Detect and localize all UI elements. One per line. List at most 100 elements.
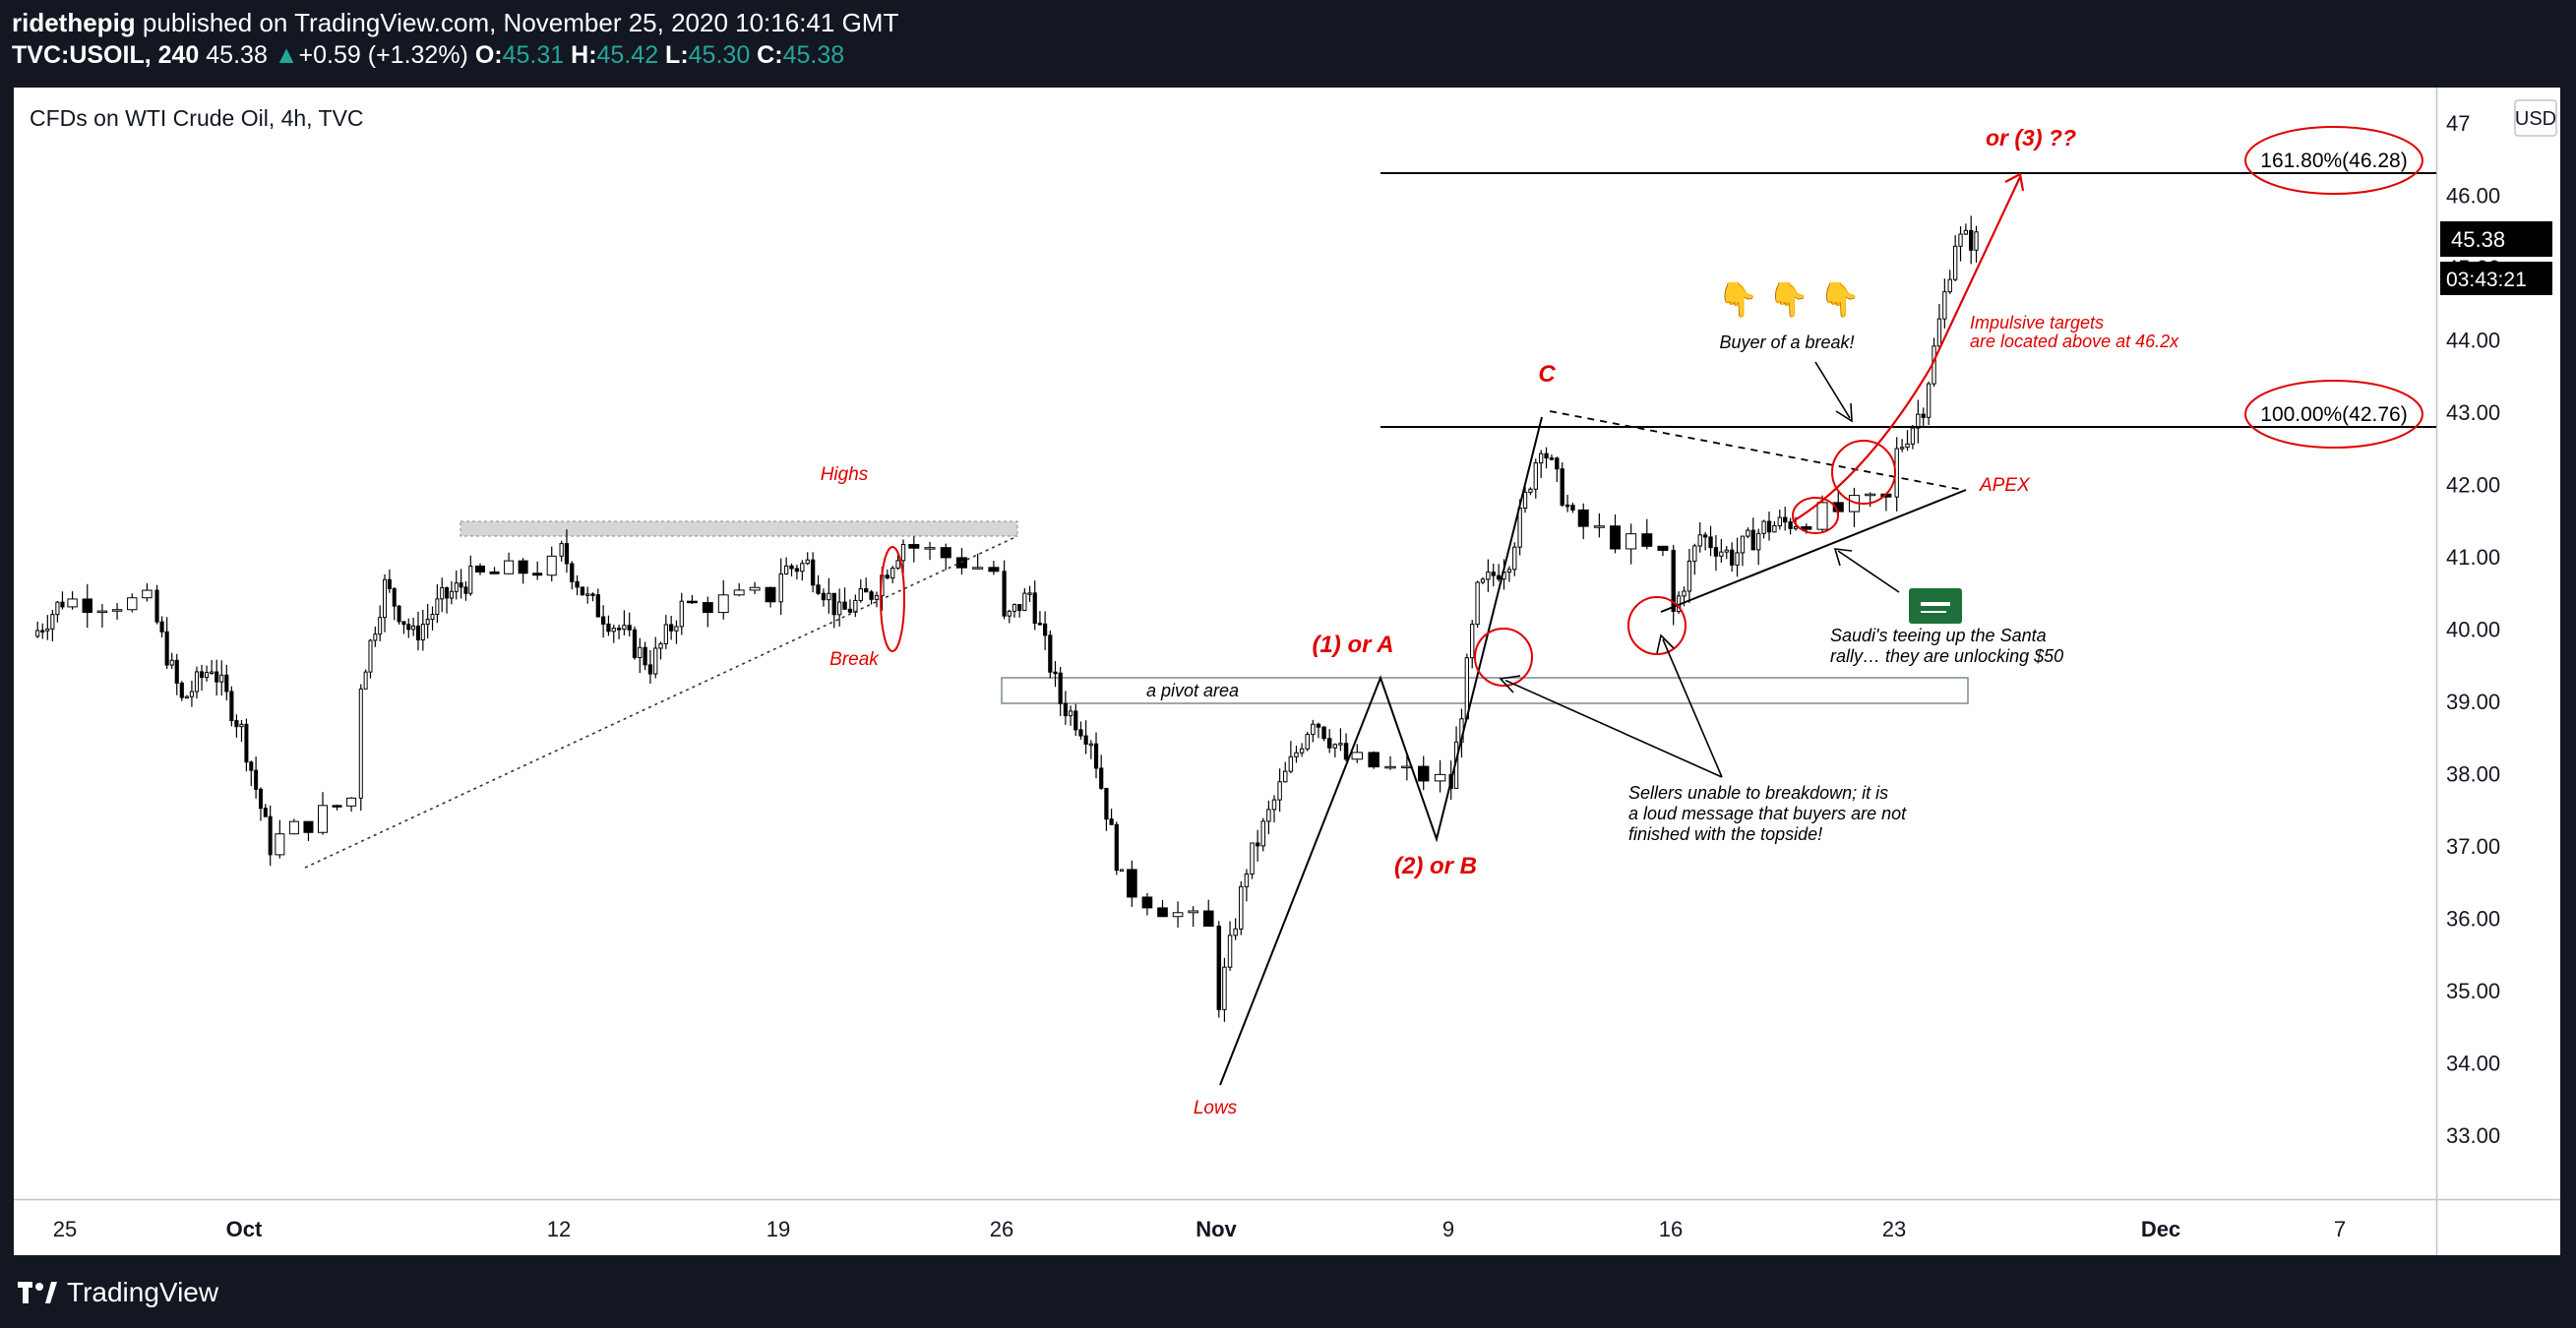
- candle: [1294, 752, 1299, 757]
- candle: [1384, 765, 1396, 769]
- candle: [570, 563, 575, 582]
- candle: [1073, 710, 1078, 731]
- candle: [45, 628, 50, 632]
- x-tick-label: Nov: [1196, 1217, 1237, 1241]
- candle: [874, 595, 880, 600]
- candle: [169, 659, 174, 666]
- fib-100-circle: [2244, 380, 2423, 449]
- candle: [1974, 231, 1979, 251]
- candle: [1713, 547, 1719, 557]
- y-tick-label: 35.00: [2446, 979, 2500, 1003]
- candle: [1032, 592, 1037, 625]
- rising-trendline-dotted[interactable]: [304, 535, 1018, 869]
- candle: [415, 625, 420, 640]
- plot-area[interactable]: [14, 88, 2436, 1199]
- candle: [679, 600, 684, 628]
- candle: [794, 568, 800, 573]
- up-arrow-icon: ▲: [274, 41, 299, 69]
- candle: [1266, 809, 1271, 822]
- candle: [632, 629, 638, 659]
- candle: [205, 672, 210, 679]
- candle: [702, 602, 713, 614]
- candle: [1657, 545, 1669, 551]
- candle: [717, 594, 729, 614]
- candle: [1114, 823, 1119, 872]
- candle: [647, 664, 653, 675]
- x-tick-label: 19: [767, 1217, 790, 1241]
- candle: [869, 591, 874, 600]
- candle: [611, 628, 616, 633]
- tradingview-logo-icon: [18, 1282, 57, 1303]
- candle: [1788, 521, 1793, 529]
- candle: [263, 808, 268, 817]
- candle: [1577, 509, 1589, 527]
- open-label: O:: [474, 41, 503, 69]
- candle: [627, 625, 632, 631]
- candle: [924, 547, 936, 550]
- triangle-lower-line[interactable]: [1660, 489, 1967, 613]
- candle: [1222, 966, 1227, 1010]
- candle: [564, 543, 570, 565]
- projection-arrow[interactable]: [1792, 176, 2021, 522]
- candle: [836, 601, 842, 616]
- highs-resistance-zone[interactable]: [460, 520, 1018, 537]
- candle: [816, 584, 821, 594]
- close-value: 45.38: [782, 41, 845, 69]
- candle: [1682, 590, 1687, 597]
- candle: [1506, 569, 1512, 573]
- candle: [1724, 549, 1729, 553]
- candle: [1761, 520, 1766, 534]
- last-price-tag-text: 45.38: [2451, 227, 2505, 252]
- candle: [249, 761, 254, 771]
- candle: [1528, 488, 1533, 493]
- low-value: 45.30: [688, 41, 751, 69]
- candle: [1027, 592, 1032, 595]
- sellers-arrow-2: [1662, 638, 1723, 778]
- wave-3-label: or (3) ??: [1986, 125, 2076, 151]
- candle: [317, 805, 329, 833]
- candle: [1963, 229, 1969, 235]
- candle: [368, 639, 373, 673]
- candle: [358, 688, 363, 799]
- candle: [1326, 738, 1332, 749]
- candle: [229, 691, 234, 722]
- candle: [674, 626, 679, 632]
- candle: [546, 555, 557, 576]
- candle: [346, 797, 357, 807]
- candle: [288, 820, 299, 835]
- candle: [643, 646, 647, 666]
- candle: [1053, 671, 1058, 675]
- candle: [244, 723, 249, 763]
- candle: [1063, 702, 1068, 717]
- candle: [189, 691, 194, 697]
- candle: [864, 588, 869, 593]
- x-tick-label: Dec: [2141, 1217, 2180, 1241]
- open-value: 45.31: [502, 41, 565, 69]
- candle: [1772, 524, 1777, 533]
- candle: [1299, 748, 1305, 754]
- candle: [1157, 907, 1168, 918]
- candle: [1905, 443, 1910, 449]
- time-axis[interactable]: [14, 1199, 2436, 1255]
- candle: [489, 571, 500, 574]
- candle: [890, 568, 895, 579]
- author-name[interactable]: ridethepig: [12, 8, 136, 37]
- candle: [1512, 546, 1517, 571]
- candle: [164, 631, 169, 666]
- candles: [35, 215, 1979, 1022]
- currency-button[interactable]: [2514, 99, 2557, 137]
- candle: [215, 671, 219, 683]
- footer-brand[interactable]: TradingView: [18, 1277, 218, 1308]
- abc-wave-lines[interactable]: [1219, 416, 1543, 1086]
- candle: [1012, 604, 1017, 612]
- candle: [600, 616, 606, 625]
- y-tick-label: 37.00: [2446, 834, 2500, 859]
- highs-label: Highs: [821, 464, 869, 485]
- candle: [810, 559, 816, 586]
- saudi-arrow: [1837, 550, 1900, 593]
- candle: [127, 597, 138, 611]
- candle: [1255, 842, 1260, 847]
- saudi-flag-icon: [1909, 588, 1962, 624]
- candle: [1564, 504, 1570, 508]
